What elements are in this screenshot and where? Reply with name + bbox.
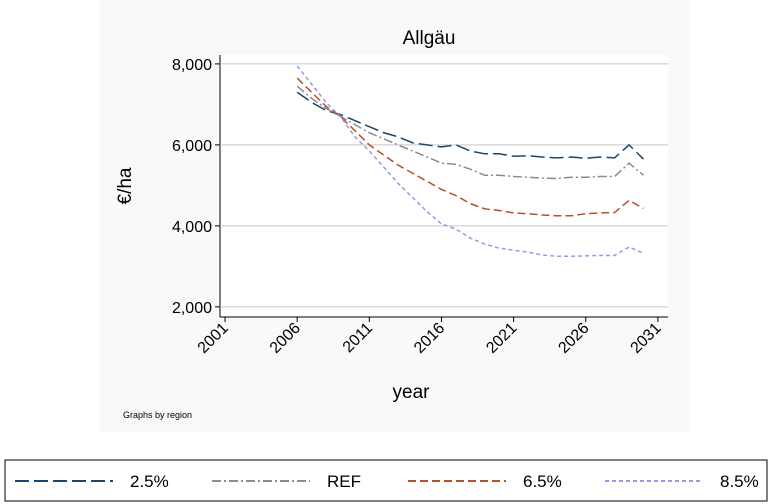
series-line [296, 85, 644, 180]
series-line [296, 77, 644, 217]
y-tick-label: 8,000 [172, 57, 212, 74]
legend-label: 2.5% [130, 472, 169, 491]
legend-label: REF [327, 472, 361, 491]
y-axis-label: €/ha [115, 167, 136, 204]
y-tick-label: 6,000 [172, 138, 212, 155]
series-line [296, 91, 644, 160]
legend-label: 8.5% [720, 472, 759, 491]
chart-title: Allgäu [403, 28, 456, 49]
y-tick-label: 4,000 [172, 219, 212, 236]
legend-label: 6.5% [523, 472, 562, 491]
y-tick-label: 2,000 [172, 300, 212, 317]
series-line [296, 65, 644, 258]
legend [4, 459, 768, 502]
x-axis-label: year [393, 382, 431, 403]
plot-region [220, 55, 668, 317]
note: Graphs by region [123, 410, 192, 420]
